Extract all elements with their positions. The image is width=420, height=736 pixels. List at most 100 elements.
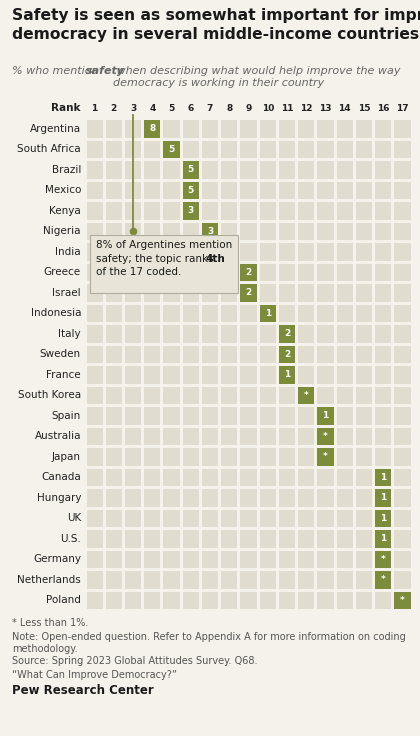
- Bar: [318, 222, 333, 240]
- Bar: [221, 509, 237, 527]
- Bar: [221, 284, 237, 302]
- Bar: [356, 202, 372, 219]
- Bar: [125, 243, 141, 261]
- Bar: [318, 305, 333, 322]
- Bar: [221, 120, 237, 138]
- Bar: [240, 386, 257, 404]
- Bar: [279, 386, 295, 404]
- Bar: [260, 263, 276, 281]
- Text: Pew Research Center: Pew Research Center: [12, 684, 154, 698]
- Bar: [298, 222, 314, 240]
- Bar: [260, 243, 276, 261]
- Bar: [106, 243, 122, 261]
- Bar: [356, 284, 372, 302]
- Text: 2: 2: [245, 268, 252, 277]
- Bar: [87, 469, 103, 486]
- Text: Italy: Italy: [58, 329, 81, 339]
- Bar: [356, 263, 372, 281]
- Text: 1: 1: [380, 493, 386, 502]
- Text: 1: 1: [380, 514, 386, 523]
- Bar: [260, 407, 276, 425]
- Bar: [318, 592, 333, 609]
- Bar: [87, 284, 103, 302]
- Text: 9: 9: [245, 104, 252, 113]
- Bar: [221, 243, 237, 261]
- Bar: [336, 243, 353, 261]
- Bar: [183, 489, 199, 506]
- Bar: [125, 325, 141, 342]
- Text: 5: 5: [188, 166, 194, 174]
- Bar: [260, 386, 276, 404]
- Bar: [106, 489, 122, 506]
- Bar: [144, 345, 160, 363]
- Bar: [336, 120, 353, 138]
- Bar: [260, 469, 276, 486]
- Bar: [318, 141, 333, 158]
- Text: 3: 3: [188, 206, 194, 215]
- Bar: [375, 263, 391, 281]
- Bar: [183, 428, 199, 445]
- Bar: [163, 448, 180, 465]
- Bar: [87, 386, 103, 404]
- Bar: [260, 141, 276, 158]
- Bar: [183, 530, 199, 548]
- Bar: [183, 345, 199, 363]
- Bar: [375, 592, 391, 609]
- Bar: [336, 141, 353, 158]
- Bar: [260, 489, 276, 506]
- Text: 8: 8: [149, 124, 155, 133]
- Text: *: *: [400, 595, 405, 605]
- Bar: [240, 325, 257, 342]
- Bar: [163, 120, 180, 138]
- Bar: [125, 263, 141, 281]
- Bar: [260, 428, 276, 445]
- Text: Hungary: Hungary: [37, 492, 81, 503]
- Bar: [144, 428, 160, 445]
- Bar: [163, 161, 180, 179]
- Bar: [298, 469, 314, 486]
- Bar: [125, 182, 141, 199]
- Bar: [279, 469, 295, 486]
- Bar: [221, 571, 237, 589]
- Bar: [356, 571, 372, 589]
- Text: 4: 4: [149, 104, 155, 113]
- Bar: [125, 448, 141, 465]
- Bar: [163, 428, 180, 445]
- Bar: [279, 284, 295, 302]
- Bar: [375, 120, 391, 138]
- Bar: [356, 530, 372, 548]
- Bar: [221, 305, 237, 322]
- Bar: [240, 120, 257, 138]
- Bar: [260, 530, 276, 548]
- Text: Canada: Canada: [41, 473, 81, 482]
- Bar: [394, 345, 410, 363]
- Bar: [183, 325, 199, 342]
- Bar: [336, 345, 353, 363]
- Bar: [356, 161, 372, 179]
- Bar: [240, 428, 257, 445]
- Text: 2: 2: [111, 104, 117, 113]
- Bar: [279, 407, 295, 425]
- Bar: [87, 530, 103, 548]
- Text: 5: 5: [168, 104, 175, 113]
- Text: Sweden: Sweden: [40, 350, 81, 359]
- Text: 1: 1: [380, 473, 386, 482]
- Bar: [144, 592, 160, 609]
- Bar: [221, 428, 237, 445]
- Bar: [163, 530, 180, 548]
- Text: “What Can Improve Democracy?”: “What Can Improve Democracy?”: [12, 670, 177, 679]
- Text: *: *: [323, 452, 328, 461]
- Text: of the 17 coded.: of the 17 coded.: [96, 267, 181, 277]
- Bar: [298, 551, 314, 568]
- Text: Israel: Israel: [52, 288, 81, 298]
- Bar: [394, 592, 410, 609]
- Bar: [144, 386, 160, 404]
- Bar: [106, 407, 122, 425]
- Bar: [125, 284, 141, 302]
- Bar: [394, 222, 410, 240]
- Bar: [394, 448, 410, 465]
- Text: Note: Open-ended question. Refer to Appendix A for more information on coding
me: Note: Open-ended question. Refer to Appe…: [12, 631, 406, 654]
- Bar: [163, 407, 180, 425]
- Text: 8% of Argentines mention
safety; the topic ranks: 8% of Argentines mention safety; the top…: [96, 241, 232, 264]
- Bar: [336, 284, 353, 302]
